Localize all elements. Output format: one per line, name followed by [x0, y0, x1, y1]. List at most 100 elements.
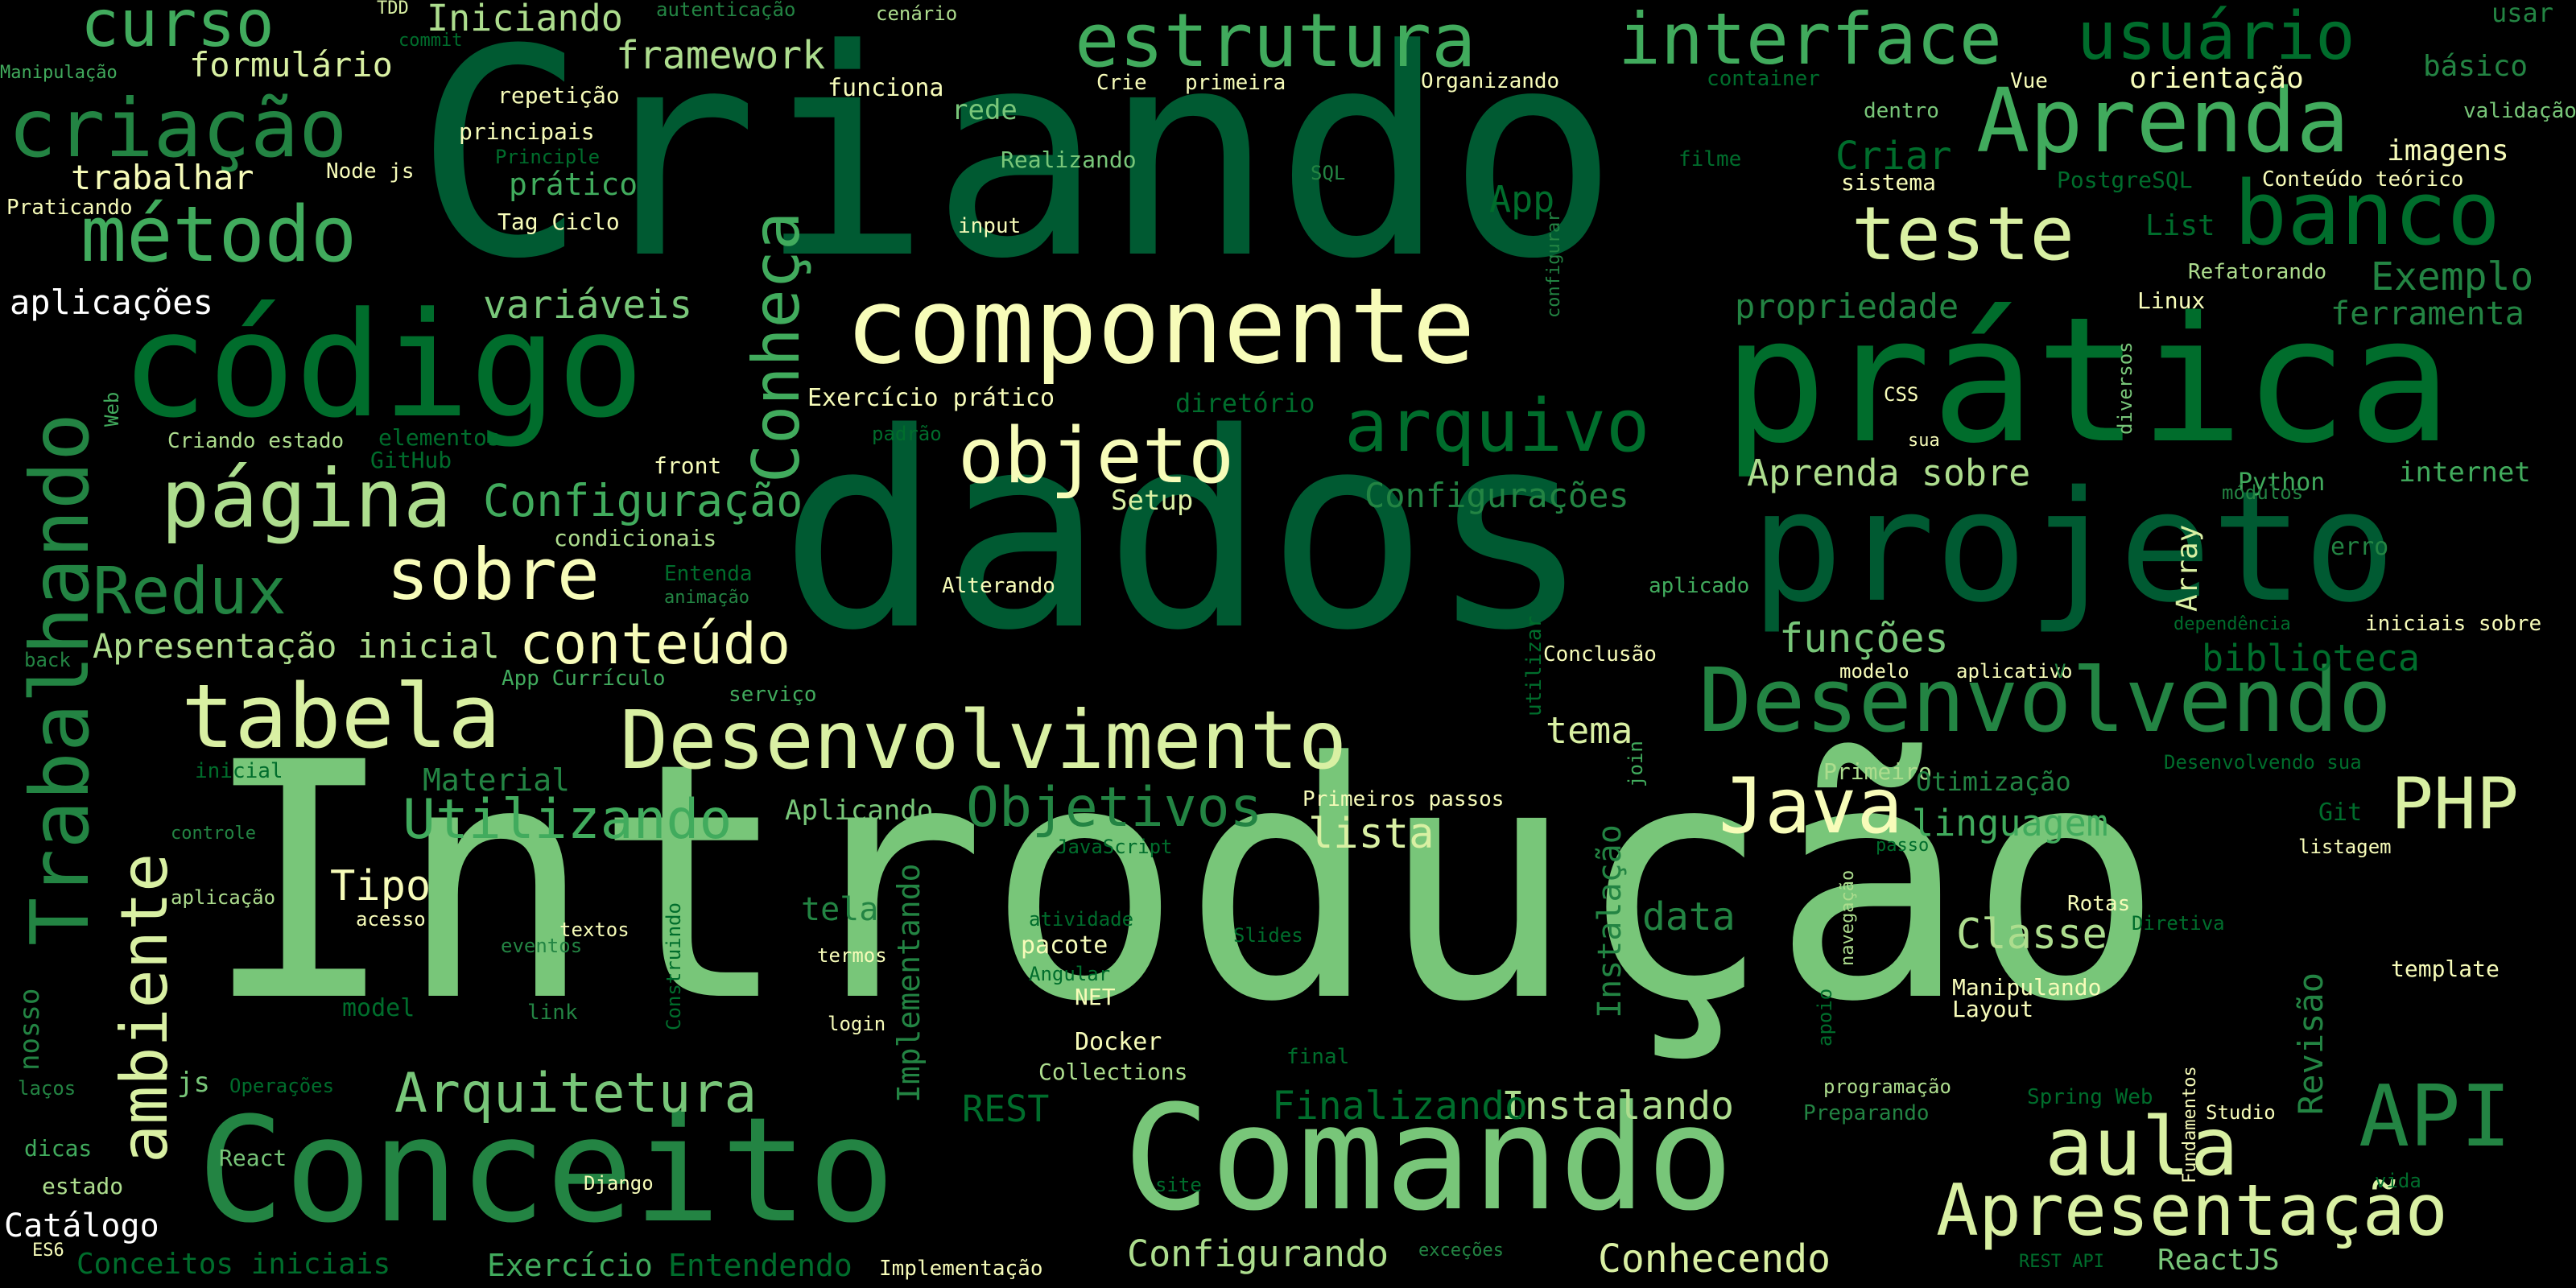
- word: ambiente: [107, 852, 182, 1163]
- word: link: [527, 1001, 578, 1025]
- word: GitHub: [370, 447, 452, 473]
- word: Material: [423, 762, 571, 798]
- word: apoio: [1814, 988, 1836, 1046]
- word: site: [1155, 1174, 1202, 1196]
- word: Realizando: [1001, 147, 1137, 173]
- word: Conclusão: [1543, 642, 1657, 667]
- word: usar: [2491, 0, 2554, 28]
- word: Instalação: [1591, 824, 1629, 1018]
- word: commit: [398, 31, 463, 51]
- word: container: [1707, 67, 1820, 91]
- word: aula: [2045, 1100, 2239, 1194]
- word: Organizando: [1421, 69, 1560, 93]
- word: Desenvolvimento: [620, 693, 1348, 787]
- word: Operações: [229, 1075, 335, 1097]
- word: Linux: [2137, 287, 2206, 314]
- word: atividade: [1029, 908, 1134, 931]
- word: textos: [559, 919, 630, 941]
- word: Aprenda sobre: [1747, 452, 2031, 494]
- word: V: [2054, 660, 2066, 683]
- word: Apresentação: [1936, 1169, 2448, 1252]
- word: curso: [80, 0, 275, 61]
- word: principais: [459, 118, 595, 145]
- word: Angular: [1029, 963, 1111, 985]
- word: Tipo: [330, 862, 431, 910]
- word: Fundamentos: [2180, 1066, 2200, 1183]
- word: aplicações: [10, 283, 213, 322]
- word: termos: [817, 944, 887, 967]
- word: Conceito: [197, 1087, 895, 1255]
- word: tabela: [181, 665, 502, 768]
- word: funciona: [828, 74, 944, 102]
- word: Otimização: [1916, 766, 2071, 797]
- word: Preparando: [1803, 1101, 1930, 1125]
- word: Git: [2318, 799, 2363, 827]
- word: arquivo: [1344, 384, 1650, 469]
- word: Configurações: [1364, 476, 1629, 515]
- word: Vue: [2010, 69, 2048, 93]
- word: nosso: [14, 988, 46, 1071]
- word: Desenvolvendo sua: [2164, 751, 2362, 774]
- word: eventos: [501, 935, 583, 957]
- word: código: [121, 282, 645, 450]
- word: listagem: [2298, 836, 2392, 858]
- word: passo: [1876, 836, 1930, 856]
- word: Exemplo: [2371, 254, 2534, 299]
- word: Trabalhando: [13, 412, 107, 946]
- word: Exercício: [487, 1248, 653, 1283]
- word: Spring Web: [2027, 1085, 2153, 1109]
- word: back: [24, 649, 71, 671]
- word: Entenda: [664, 562, 753, 586]
- word: filme: [1678, 147, 1742, 171]
- word: Praticando: [6, 196, 133, 220]
- word: template: [2391, 956, 2500, 982]
- word: sistema: [1841, 169, 1937, 196]
- word: acesso: [356, 908, 426, 931]
- word: erro: [2330, 533, 2389, 561]
- word: Introdução: [201, 693, 2165, 1073]
- word: Array: [2171, 524, 2204, 612]
- word: validação: [2463, 99, 2576, 123]
- word: Configuração: [483, 475, 803, 526]
- word: funções: [1779, 615, 1949, 662]
- word: condicionais: [554, 525, 717, 551]
- word: Instalando: [1501, 1084, 1734, 1129]
- word: Utilizando: [402, 788, 733, 852]
- word: estado: [42, 1173, 124, 1199]
- word: App: [1489, 178, 1555, 221]
- word: internet: [2399, 456, 2531, 489]
- word: repetição: [497, 82, 620, 109]
- word: aplicação: [171, 886, 276, 909]
- word: Implementando: [891, 863, 927, 1103]
- word: front: [654, 452, 722, 479]
- word: Slides: [1233, 924, 1303, 947]
- word: controle: [171, 824, 256, 844]
- word: REST: [962, 1088, 1050, 1130]
- word: interface: [1618, 0, 2002, 80]
- word: elementos: [378, 424, 501, 451]
- word: Principle: [495, 146, 601, 168]
- word: Setup: [1111, 485, 1194, 517]
- word: TDD: [377, 0, 409, 19]
- word: PHP: [2391, 762, 2519, 845]
- word: Node js: [326, 159, 415, 184]
- word: Entendendo: [668, 1248, 852, 1283]
- word: Collections: [1038, 1059, 1188, 1085]
- word: Alterando: [942, 574, 1055, 598]
- word: Crie: [1096, 71, 1147, 95]
- word: Rotas: [2067, 892, 2131, 916]
- word: criação: [8, 81, 348, 175]
- word: usuário: [2077, 0, 2355, 75]
- word: Classe: [1956, 910, 2107, 959]
- word: model: [342, 994, 415, 1022]
- word: Conhecendo: [1598, 1236, 1831, 1282]
- word: primeira: [1185, 71, 1286, 95]
- word: join: [1624, 741, 1647, 787]
- word: biblioteca: [2202, 637, 2420, 679]
- word: dados: [779, 376, 1591, 690]
- word: prática: [1723, 279, 2453, 481]
- word: projeto: [1751, 458, 2396, 636]
- word: aplicado: [1649, 574, 1750, 598]
- word: Implementação: [879, 1257, 1043, 1281]
- word: Exercício prático: [807, 384, 1055, 412]
